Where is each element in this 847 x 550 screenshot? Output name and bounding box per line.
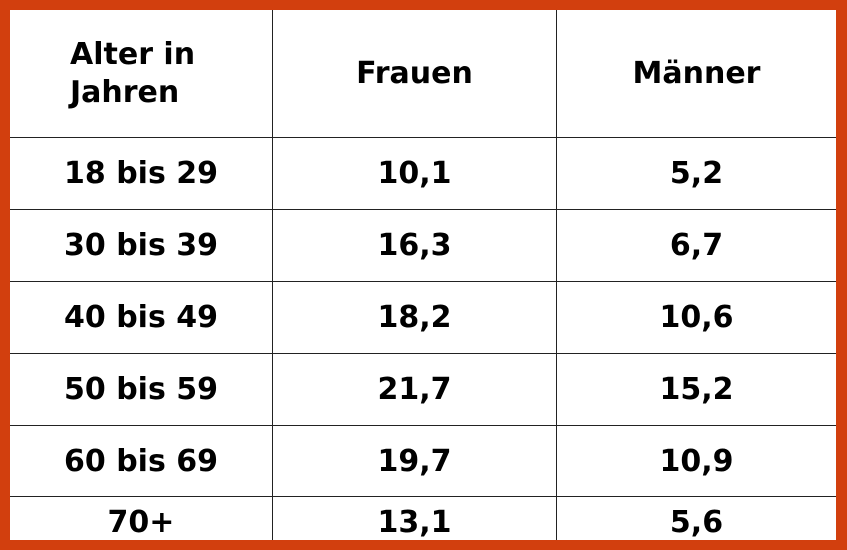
table: Alter in Jahren Frauen Männer 18 bis 29 10,1… [10, 10, 836, 540]
cell-text: 10,6 [659, 300, 734, 335]
cell-text: 19,7 [377, 443, 452, 479]
cell-text: 40 bis 49 [64, 300, 218, 335]
table-cell: 40 bis 49 [10, 282, 273, 353]
table-row: 30 bis 39 16,3 6,7 [10, 210, 836, 282]
table-cell: 18,2 [273, 282, 557, 353]
cell-text: Frauen [356, 56, 473, 91]
cell-text: 6,7 [669, 228, 724, 263]
table-cell: 5,6 [557, 497, 836, 540]
cell-text: 10,9 [659, 443, 734, 479]
table-cell: 16,3 [273, 210, 557, 281]
table-row: 18 bis 29 10,1 5,2 [10, 138, 836, 210]
cell-text: 13,1 [377, 504, 452, 540]
cell-text: 50 bis 59 [64, 372, 218, 407]
header-cell: Frauen [273, 10, 557, 137]
cell-text: 60 bis 69 [64, 443, 218, 479]
cell-text: 10,1 [377, 156, 452, 191]
table-row: 40 bis 49 18,2 10,6 [10, 282, 836, 354]
cell-text: Männer [632, 56, 761, 91]
table-cell: 6,7 [557, 210, 836, 281]
table-cell: 10,6 [557, 282, 836, 353]
cell-text: 15,2 [659, 372, 734, 407]
table-cell: 10,1 [273, 138, 557, 209]
table-cell: 18 bis 29 [10, 138, 273, 209]
table-cell: 70+ [10, 497, 273, 540]
table-cell: 50 bis 59 [10, 354, 273, 425]
cell-text: 70+ [107, 504, 175, 540]
header-row: Alter in Jahren Frauen Männer [10, 10, 836, 138]
table-cell: 10,9 [557, 426, 836, 496]
cell-text: 16,3 [377, 228, 452, 263]
header-cell: Männer [557, 10, 836, 137]
cell-text: 30 bis 39 [64, 228, 218, 263]
table-cell: 30 bis 39 [10, 210, 273, 281]
cell-text: 18,2 [377, 300, 452, 335]
table-row: 70+ 13,1 5,6 [10, 497, 836, 540]
table-cell: 13,1 [273, 497, 557, 540]
table-row: 60 bis 69 19,7 10,9 [10, 426, 836, 497]
cell-text: 21,7 [377, 372, 452, 407]
table-cell: 5,2 [557, 138, 836, 209]
table-cell: 15,2 [557, 354, 836, 425]
table-cell: 60 bis 69 [10, 426, 273, 496]
cell-text: 18 bis 29 [64, 156, 218, 191]
table-row: 50 bis 59 21,7 15,2 [10, 354, 836, 426]
cell-text: 5,6 [669, 504, 724, 540]
cell-text: 5,2 [669, 156, 724, 191]
table-cell: 21,7 [273, 354, 557, 425]
table-cell: 19,7 [273, 426, 557, 496]
header-cell: Alter in Jahren [10, 10, 273, 137]
cell-text: Alter in Jahren [70, 36, 196, 110]
